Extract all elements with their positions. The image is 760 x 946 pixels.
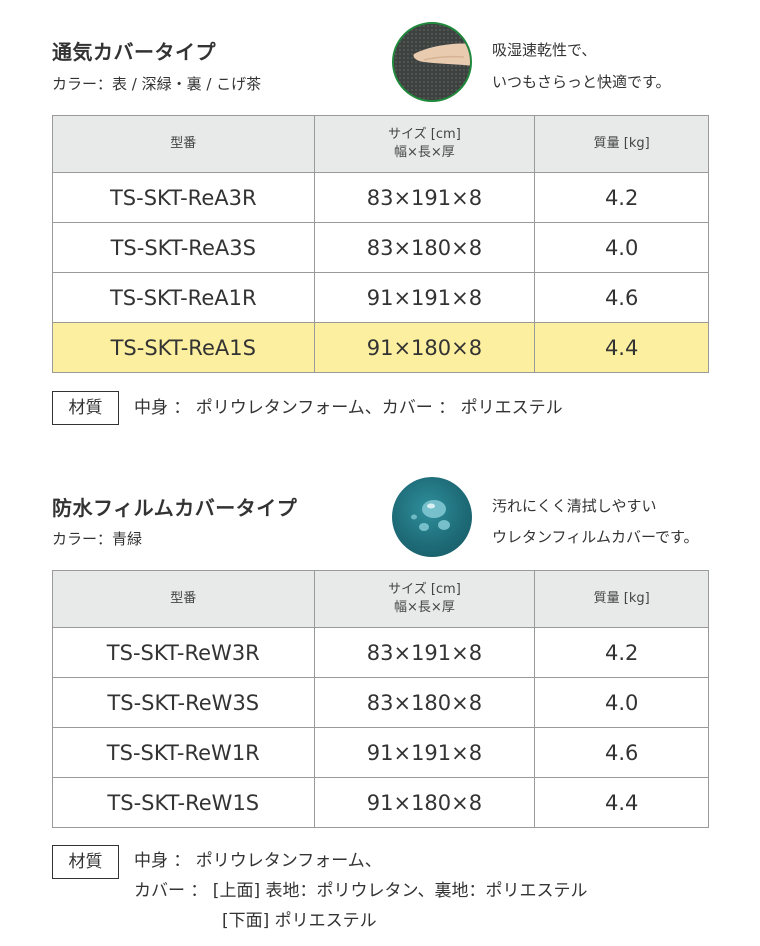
header-weight: 質量 [kg] (534, 570, 709, 628)
cell-size: 83×191×8 (313, 627, 536, 678)
header-model: 型番 (52, 115, 315, 173)
section-a-spec-table: 型番 サイズ [cm] 幅×長×厚 質量 [kg] TS-SKT-ReA3R 83… (52, 115, 709, 373)
table-row: TS-SKT-ReA3S 83×180×8 4.0 (52, 222, 709, 273)
section-a-material-text: 中身 ： ポリウレタンフォーム、カバー ： ポリエステル (134, 398, 563, 418)
cell-size: 83×180×8 (313, 677, 536, 728)
cell-weight: 4.0 (534, 677, 709, 728)
header-size: サイズ [cm] 幅×長×厚 (313, 115, 536, 173)
table-header-row: 型番 サイズ [cm] 幅×長×厚 質量 [kg] (52, 115, 709, 173)
header-model: 型番 (52, 570, 315, 628)
cell-model: TS-SKT-ReA3S (52, 222, 315, 273)
section-a-caption-1: 吸湿速乾性で、 (492, 41, 597, 59)
cell-weight: 4.6 (534, 727, 709, 778)
cell-model: TS-SKT-ReW3S (52, 677, 315, 728)
table-row: TS-SKT-ReA3R 83×191×8 4.2 (52, 172, 709, 223)
section-a-caption-2: いつもさらっと快適です。 (492, 73, 671, 91)
section-b-material-line-3: [下面] ポリエステル (222, 911, 377, 931)
cell-model: TS-SKT-ReW1R (52, 727, 315, 778)
cell-size: 91×180×8 (313, 777, 536, 828)
section-a-title: 通気カバータイプ (50, 36, 220, 67)
section-b-color-line: カラー：青緑 (52, 530, 143, 548)
cell-model: TS-SKT-ReA1R (52, 272, 315, 323)
cell-weight: 4.0 (534, 222, 709, 273)
cell-model: TS-SKT-ReA1S (52, 322, 315, 373)
section-b-material-label: 材質 (52, 845, 119, 879)
table-row: TS-SKT-ReA1R 91×191×8 4.6 (52, 272, 709, 323)
cell-weight: 4.2 (534, 627, 709, 678)
cell-weight: 4.4 (534, 777, 709, 828)
cell-weight: 4.4 (534, 322, 709, 373)
section-b-title: 防水フィルムカバータイプ (50, 492, 302, 523)
cell-size: 91×180×8 (313, 322, 536, 373)
cell-model: TS-SKT-ReA3R (52, 172, 315, 223)
section-a-color-line: カラー：表 / 深緑・裏 / こげ茶 (52, 75, 262, 93)
header-weight: 質量 [kg] (534, 115, 709, 173)
water-droplets-icon (392, 477, 472, 557)
section-b-material-line-1: 中身 ： ポリウレタンフォーム、 (134, 851, 382, 871)
cell-size: 91×191×8 (313, 272, 536, 323)
table-row: TS-SKT-ReW3R 83×191×8 4.2 (52, 627, 709, 678)
cell-model: TS-SKT-ReW1S (52, 777, 315, 828)
table-header-row: 型番 サイズ [cm] 幅×長×厚 質量 [kg] (52, 570, 709, 628)
table-row-highlighted: TS-SKT-ReA1S 91×180×8 4.4 (52, 322, 709, 373)
hand-on-mesh-icon (392, 22, 472, 102)
section-b-material-line-2: カバー ： [上面] 表地：ポリウレタン、裏地：ポリエステル (134, 881, 588, 901)
section-b-spec-table: 型番 サイズ [cm] 幅×長×厚 質量 [kg] TS-SKT-ReW3R 83… (52, 570, 709, 828)
table-row: TS-SKT-ReW1R 91×191×8 4.6 (52, 727, 709, 778)
table-row: TS-SKT-ReW3S 83×180×8 4.0 (52, 677, 709, 728)
header-size: サイズ [cm] 幅×長×厚 (313, 570, 536, 628)
cell-model: TS-SKT-ReW3R (52, 627, 315, 678)
cell-size: 91×191×8 (313, 727, 536, 778)
section-b-caption-2: ウレタンフィルムカバーです。 (492, 528, 699, 546)
section-b-caption-1: 汚れにくく清拭しやすい (492, 497, 657, 515)
cell-weight: 4.2 (534, 172, 709, 223)
cell-size: 83×191×8 (313, 172, 536, 223)
section-a-material-label: 材質 (52, 391, 119, 425)
table-row: TS-SKT-ReW1S 91×180×8 4.4 (52, 777, 709, 828)
cell-size: 83×180×8 (313, 222, 536, 273)
cell-weight: 4.6 (534, 272, 709, 323)
